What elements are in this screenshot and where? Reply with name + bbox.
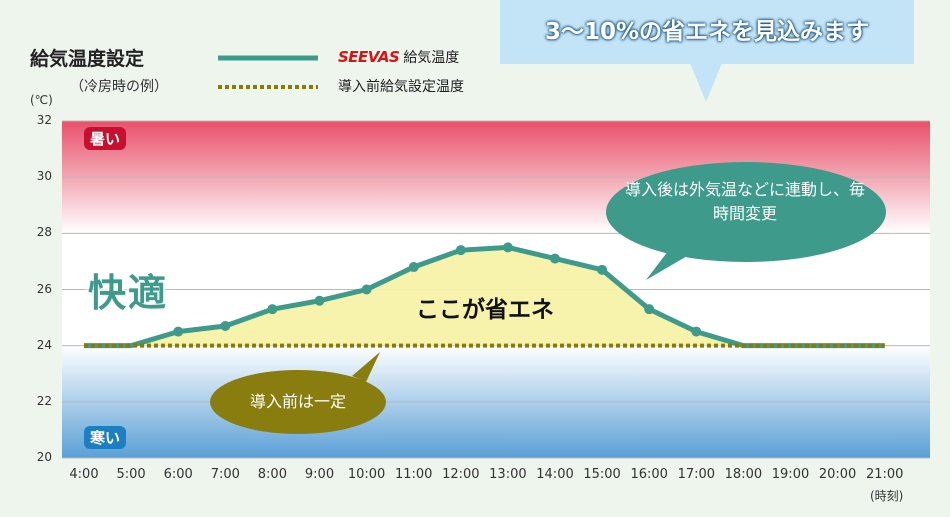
x-tick-label: 11:00 (394, 467, 433, 482)
series-seevas-point (502, 242, 513, 253)
savings-area-label: ここが省エネ (416, 297, 554, 323)
legend-before: 導入前給気設定温度 (338, 79, 464, 95)
x-tick-label: 4:00 (69, 467, 99, 482)
x-tick-label: 5:00 (116, 467, 146, 482)
x-tick-label: 7:00 (210, 467, 240, 482)
x-tick-label: 14:00 (536, 467, 574, 482)
series-seevas-point (455, 245, 466, 256)
callout-pointer (690, 63, 722, 102)
x-tick-label: 21:00 (865, 467, 904, 482)
y-tick-label: 32 (36, 113, 52, 127)
series-seevas-point (173, 326, 184, 337)
y-axis-unit: (℃) (30, 93, 53, 107)
x-axis-unit: (時刻) (870, 489, 904, 503)
chart-subtitle: （冷房時の例） (70, 79, 168, 95)
zone-comfort-label: 快適 (88, 271, 169, 315)
bubble-after-text: 導入後は外気温などに連動し、毎時間変更 (624, 180, 865, 223)
series-seevas-point (408, 262, 419, 273)
zone-cold-label: 寒い (84, 426, 127, 449)
seevas-logo: SEEVAS (338, 48, 400, 66)
series-seevas-point (597, 264, 608, 275)
y-tick-label: 30 (36, 169, 52, 184)
series-seevas-point (550, 253, 560, 264)
x-tick-label: 10:00 (347, 467, 386, 482)
legend-seevas-label: 給気温度 (403, 50, 460, 66)
y-tick-label: 22 (36, 393, 52, 408)
x-tick-label: 19:00 (771, 467, 810, 482)
x-tick-label: 18:00 (724, 467, 763, 482)
x-tick-label: 6:00 (163, 467, 193, 482)
series-seevas-point (267, 304, 278, 315)
x-tick-label: 12:00 (442, 467, 480, 482)
x-tick-label: 17:00 (677, 467, 716, 482)
x-tick-label: 9:00 (304, 467, 335, 482)
bubble-before-tail (352, 352, 380, 382)
savings-area (84, 247, 885, 346)
bubble-before (210, 370, 386, 434)
series-seevas-point (220, 321, 231, 332)
bubble-before-text: 導入前は一定 (249, 392, 346, 411)
chart-title: 給気温度設定 (30, 48, 145, 70)
series-seevas-point (691, 326, 702, 337)
zone-hot-label: 暑い (84, 127, 127, 150)
y-tick-label: 24 (36, 337, 52, 352)
x-tick-label: 13:00 (489, 467, 527, 482)
series-seevas-point (361, 284, 372, 295)
y-tick-label: 20 (36, 450, 52, 464)
series-seevas-point (314, 295, 325, 306)
bubble-after-tail (646, 246, 694, 280)
x-tick-label: 8:00 (257, 467, 287, 482)
series-seevas-point (644, 304, 655, 315)
y-tick-label: 28 (36, 225, 52, 240)
x-tick-label: 15:00 (583, 467, 621, 482)
y-tick-label: 26 (36, 281, 52, 296)
x-tick-label: 16:00 (630, 467, 668, 482)
savings-callout: 3〜10%の省エネを見込みます (500, 0, 914, 64)
x-tick-label: 20:00 (818, 467, 857, 482)
legend-seevas: SEEVAS 給気温度 (338, 47, 459, 67)
bubble-after (606, 162, 886, 262)
